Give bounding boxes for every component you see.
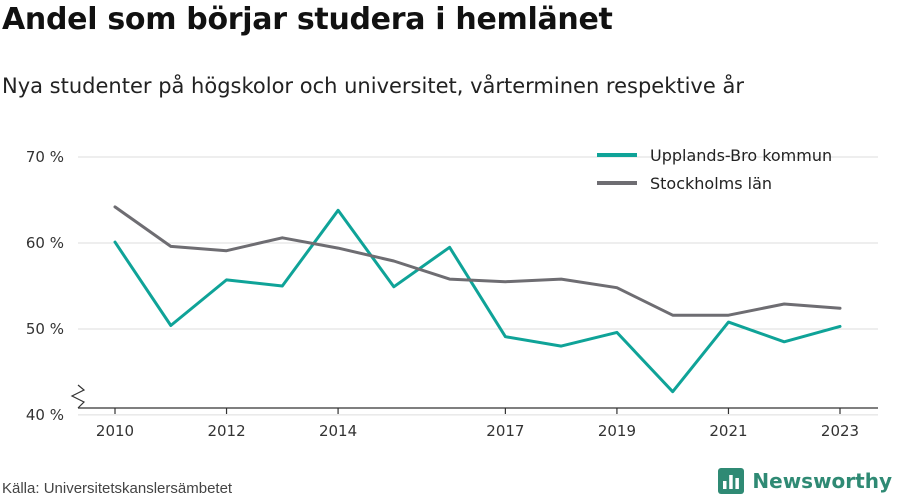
gridlines bbox=[78, 156, 878, 416]
x-tick-label: 2012 bbox=[207, 422, 245, 440]
y-tick-label: 50 % bbox=[26, 320, 64, 338]
x-tick-label: 2017 bbox=[486, 422, 524, 440]
bar-chart-logo-icon bbox=[718, 468, 745, 494]
axis-break-icon bbox=[70, 384, 86, 409]
x-tick-label: 2021 bbox=[709, 422, 747, 440]
legend: Upplands-Bro kommun Stockholms län bbox=[597, 146, 832, 193]
series-line-0 bbox=[113, 208, 842, 394]
y-axis-ticks: 40 % 50 % 60 % 70 % bbox=[26, 148, 64, 424]
x-tick-label: 2010 bbox=[96, 422, 134, 440]
line-chart: 40 % 50 % 60 % 70 % 2010 2012 2014 2017 2019 202… bbox=[26, 146, 878, 440]
legend-label: Stockholms län bbox=[650, 174, 772, 193]
y-tick-label: 70 % bbox=[26, 148, 64, 166]
series-lines bbox=[113, 205, 842, 394]
chart-title: Andel som börjar studera i hemlänet bbox=[2, 2, 613, 37]
brand-name: Newsworthy bbox=[752, 469, 892, 493]
brand-logo: Newsworthy bbox=[718, 468, 892, 494]
source-note: Källa: Universitetskanslersämbetet bbox=[2, 480, 233, 497]
x-tick-label: 2019 bbox=[598, 422, 636, 440]
y-tick-label: 60 % bbox=[26, 234, 64, 252]
x-tick-label: 2023 bbox=[821, 422, 859, 440]
x-axis: 2010 2012 2014 2017 2019 2021 2023 bbox=[70, 384, 878, 440]
x-tick-label: 2014 bbox=[319, 422, 357, 440]
series-line-1 bbox=[113, 205, 842, 317]
legend-label: Upplands-Bro kommun bbox=[650, 146, 832, 165]
chart-subtitle: Nya studenter på högskolor och universit… bbox=[2, 74, 744, 98]
y-tick-label: 40 % bbox=[26, 406, 64, 424]
